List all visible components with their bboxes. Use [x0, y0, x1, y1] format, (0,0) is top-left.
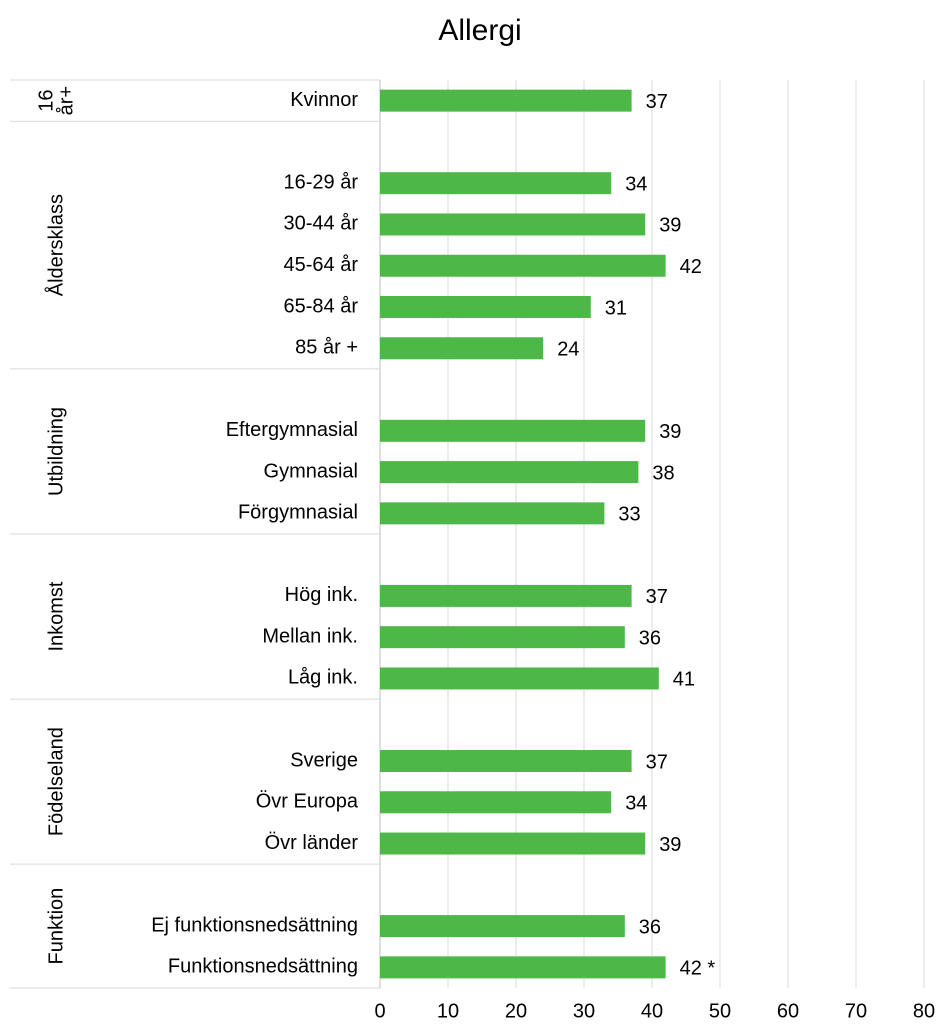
- y-tick-label: Kvinnor: [290, 89, 358, 111]
- group-label: Utbildning: [45, 407, 67, 496]
- bar: [380, 832, 646, 855]
- x-tick-label: 70: [845, 1000, 867, 1022]
- value-label: 34: [625, 173, 647, 195]
- value-label: 41: [673, 669, 695, 691]
- y-tick-label: Mellan ink.: [262, 625, 358, 647]
- bar: [380, 296, 591, 318]
- value-label: 37: [646, 586, 668, 608]
- value-label: 39: [659, 215, 681, 237]
- x-tick-label: 30: [573, 1000, 595, 1022]
- x-tick-label: 20: [505, 1000, 527, 1022]
- x-tick-label: 80: [913, 1000, 935, 1022]
- y-tick-label: 65-84 år: [284, 295, 359, 317]
- value-label: 33: [618, 504, 640, 526]
- y-tick-label: 16-29 år: [284, 171, 359, 193]
- y-tick-label: Övr länder: [265, 832, 359, 854]
- chart-title: Allergi: [438, 14, 521, 47]
- bar: [380, 461, 639, 484]
- value-label: 39: [659, 421, 681, 443]
- y-tick-label: 45-64 år: [284, 254, 359, 276]
- y-tick-label: Låg ink.: [288, 667, 358, 689]
- bar: [380, 956, 666, 979]
- y-tick-label: 85 år +: [295, 337, 358, 359]
- y-tick-label: 30-44 år: [284, 213, 359, 235]
- value-label: 38: [652, 462, 674, 484]
- y-tick-label: Hög ink.: [285, 584, 358, 606]
- group-label: Inkomst: [45, 581, 67, 651]
- group-label: år+: [55, 86, 77, 115]
- value-label: 36: [639, 627, 661, 649]
- bar: [380, 213, 646, 236]
- bar: [380, 254, 666, 277]
- bar: [380, 750, 632, 772]
- bar: [380, 419, 646, 442]
- value-label: 34: [625, 793, 647, 815]
- value-label: 36: [639, 916, 661, 938]
- group-label: Funktion: [45, 888, 67, 965]
- y-tick-label: Övr Europa: [256, 791, 359, 813]
- value-label: 37: [646, 91, 668, 113]
- bar: [380, 89, 632, 112]
- bar: [380, 667, 659, 690]
- y-tick-label: Förgymnasial: [238, 502, 358, 524]
- bar: [380, 502, 605, 525]
- y-tick-label: Funktionsnedsättning: [168, 956, 358, 978]
- y-tick-label: Sverige: [290, 749, 358, 771]
- x-tick-label: 60: [777, 1000, 799, 1022]
- bar: [380, 584, 632, 607]
- value-label: 24: [557, 339, 579, 361]
- y-tick-label: Eftergymnasial: [226, 419, 358, 441]
- value-label: 39: [659, 834, 681, 856]
- group-label: Åldersklass: [44, 194, 67, 296]
- value-label: 42 *: [680, 958, 716, 980]
- bar: [380, 626, 625, 649]
- x-tick-label: 40: [641, 1000, 663, 1022]
- y-tick-label: Gymnasial: [264, 460, 358, 482]
- y-tick-label: Ej funktionsnedsättning: [151, 914, 358, 936]
- value-label: 37: [646, 751, 668, 773]
- value-label: 31: [605, 297, 627, 319]
- bar: [380, 915, 625, 938]
- x-tick-label: 10: [437, 1000, 459, 1022]
- x-tick-label: 0: [374, 1000, 385, 1022]
- value-label: 42: [680, 256, 702, 278]
- group-label: 16: [35, 90, 57, 112]
- group-label: Födelseland: [45, 727, 67, 836]
- bar: [380, 337, 544, 360]
- x-tick-label: 50: [709, 1000, 731, 1022]
- bar: [380, 172, 612, 195]
- bar: [380, 791, 612, 814]
